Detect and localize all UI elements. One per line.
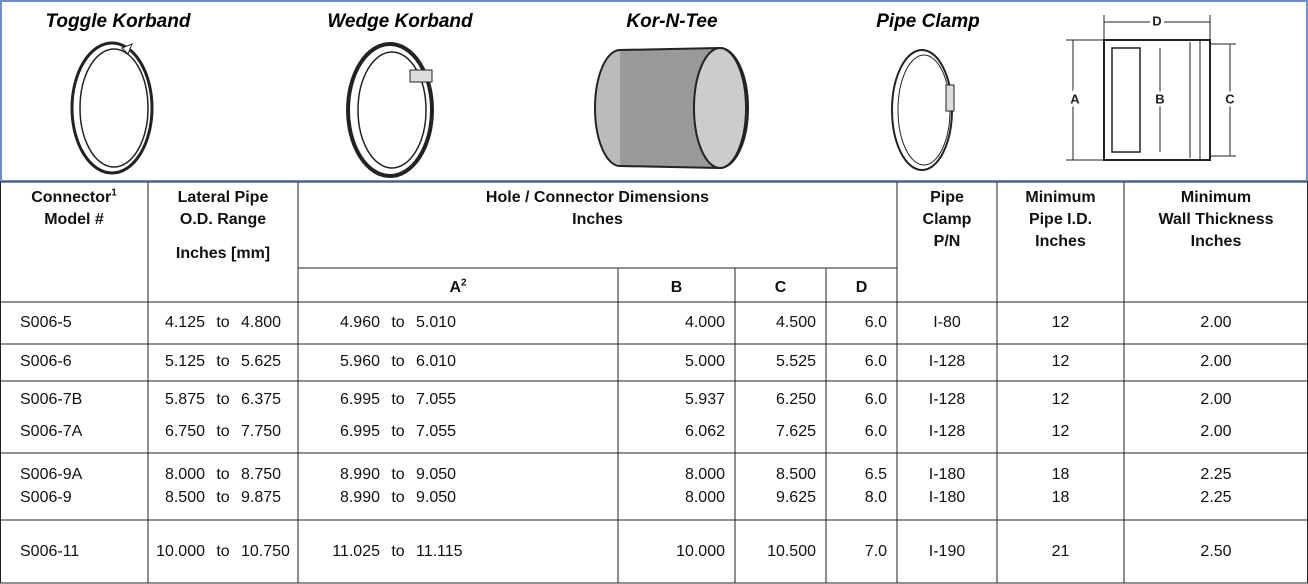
header-text: Inches [mm] <box>73 245 373 263</box>
product-name: Toggle Korband <box>46 11 191 32</box>
range-word: to <box>248 423 548 441</box>
model-number: S006-5 <box>20 314 72 332</box>
range-max: 9.050 <box>416 489 456 507</box>
range-max: 5.010 <box>416 314 456 332</box>
range-word: to <box>248 466 548 484</box>
spec-sheet: Toggle Korband Wedge Korband Kor-N-Tee P… <box>0 0 1308 584</box>
product-name: Wedge Korband <box>327 11 473 32</box>
range-word: to <box>248 353 548 371</box>
header-text: Inches <box>1066 233 1308 251</box>
spec-value: 2.00 <box>1066 391 1308 409</box>
dimension: 4.000 <box>685 314 725 332</box>
range-word: to <box>248 314 548 332</box>
footnote-mark: 2 <box>461 278 467 289</box>
dimension: 6.062 <box>685 423 725 441</box>
spec-value: 2.25 <box>1066 466 1308 484</box>
product-name: Pipe Clamp <box>876 11 979 32</box>
header-text: D <box>712 279 1012 297</box>
range-word: to <box>248 391 548 409</box>
range-max: 11.115 <box>416 543 463 561</box>
model-number: S006-9 <box>20 489 72 507</box>
header-text: Lateral Pipe <box>73 189 373 207</box>
dimension: 8.000 <box>685 489 725 507</box>
model-number: S006-6 <box>20 353 72 371</box>
model-number: S006-11 <box>20 543 79 561</box>
range-max: 7.055 <box>416 423 456 441</box>
dimension: 8.000 <box>685 466 725 484</box>
header-text: Wall Thickness <box>1066 211 1308 229</box>
header-text: O.D. Range <box>73 211 373 229</box>
product-name: Kor-N-Tee <box>626 11 718 32</box>
dimension: 10.000 <box>676 543 725 561</box>
diagram-label: C <box>1225 91 1235 106</box>
header-text: Minimum <box>1066 189 1308 207</box>
range-max: 9.050 <box>416 466 456 484</box>
spec-value: 2.00 <box>1066 314 1308 332</box>
header-text: Hole / Connector Dimensions <box>448 189 748 207</box>
range-word: to <box>248 543 548 561</box>
diagram-label: B <box>1155 91 1164 106</box>
range-max: 7.055 <box>416 391 456 409</box>
spec-value: 2.50 <box>1066 543 1308 561</box>
range-word: to <box>248 489 548 507</box>
header-text: Inches <box>448 211 748 229</box>
diagram-label: D <box>1152 13 1161 28</box>
dimension: 5.000 <box>685 353 725 371</box>
spec-value: 2.25 <box>1066 489 1308 507</box>
dimension: 5.937 <box>685 391 725 409</box>
diagram-label: A <box>1070 91 1080 106</box>
range-max: 6.010 <box>416 353 456 371</box>
spec-value: 2.00 <box>1066 353 1308 371</box>
spec-value: 2.00 <box>1066 423 1308 441</box>
